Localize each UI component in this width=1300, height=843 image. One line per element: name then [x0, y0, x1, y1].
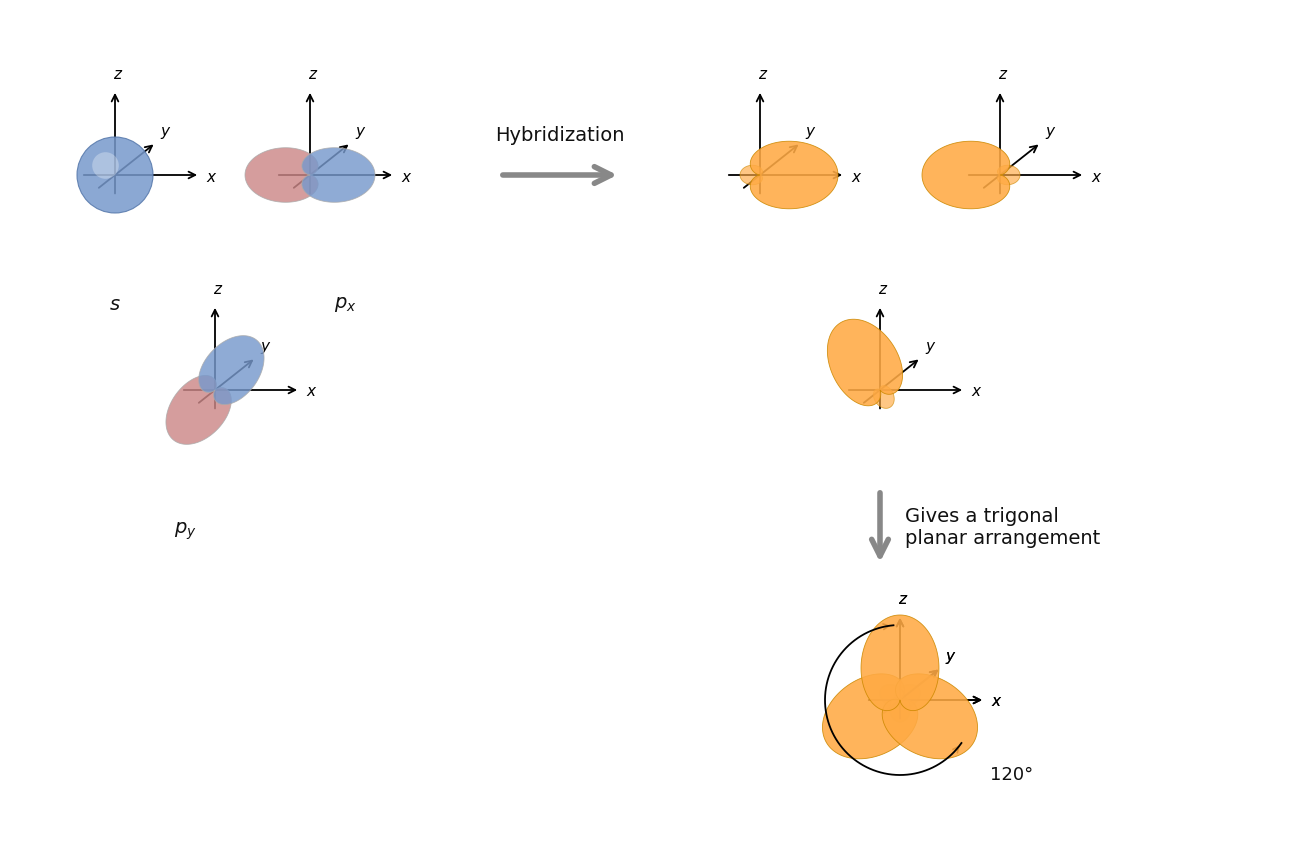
Polygon shape — [827, 319, 902, 405]
Polygon shape — [302, 148, 374, 202]
Text: y: y — [1045, 124, 1054, 139]
Text: Hybridization: Hybridization — [495, 126, 625, 145]
Text: x: x — [971, 384, 980, 400]
Text: x: x — [852, 169, 861, 185]
Text: x: x — [1091, 169, 1100, 185]
Polygon shape — [861, 615, 939, 711]
Text: z: z — [113, 67, 121, 82]
Text: Gives a trigonal
planar arrangement: Gives a trigonal planar arrangement — [905, 507, 1100, 549]
Polygon shape — [740, 165, 763, 185]
Text: z: z — [213, 282, 221, 297]
Text: z: z — [878, 282, 887, 297]
Text: z: z — [898, 592, 906, 607]
Text: x: x — [306, 384, 315, 400]
Text: z: z — [308, 67, 316, 82]
Polygon shape — [880, 685, 905, 707]
Text: y: y — [806, 124, 815, 139]
Polygon shape — [874, 385, 894, 408]
Polygon shape — [823, 674, 918, 759]
Polygon shape — [244, 148, 318, 202]
Polygon shape — [883, 674, 978, 759]
Text: x: x — [991, 695, 1000, 710]
Circle shape — [77, 137, 153, 213]
Polygon shape — [166, 375, 231, 444]
Text: z: z — [758, 67, 766, 82]
Text: y: y — [946, 649, 954, 663]
Circle shape — [92, 153, 118, 179]
Text: x: x — [205, 169, 214, 185]
Text: z: z — [998, 67, 1006, 82]
Text: y: y — [161, 124, 170, 139]
Polygon shape — [997, 165, 1020, 185]
Text: x: x — [400, 169, 410, 185]
Text: s: s — [111, 295, 120, 314]
Polygon shape — [896, 685, 920, 707]
Text: $p_x$: $p_x$ — [334, 295, 356, 314]
Text: x: x — [991, 695, 1000, 710]
Text: y: y — [356, 124, 365, 139]
Polygon shape — [922, 142, 1010, 209]
Text: z: z — [898, 592, 906, 607]
Text: y: y — [261, 339, 270, 354]
Text: y: y — [926, 339, 935, 354]
Polygon shape — [750, 142, 838, 209]
Text: 120°: 120° — [991, 766, 1034, 784]
Text: $p_y$: $p_y$ — [174, 520, 196, 541]
Text: y: y — [946, 649, 954, 663]
Polygon shape — [889, 697, 910, 722]
Polygon shape — [199, 336, 264, 405]
